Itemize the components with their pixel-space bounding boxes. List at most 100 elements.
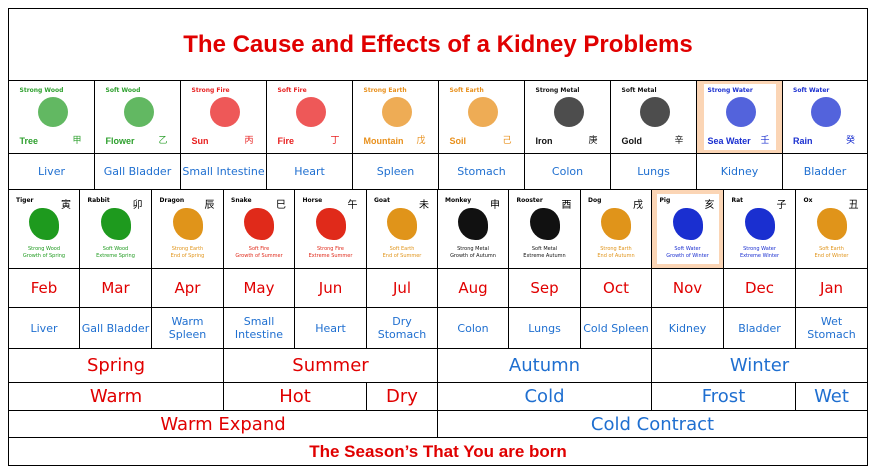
zodiac-animal-label: Dog [588, 197, 602, 204]
element-name: Mountain [363, 136, 404, 146]
zodiac-animal-label: Monkey [445, 197, 472, 204]
month-cell: Oct [580, 268, 652, 308]
phase-cell: Cold Contract [437, 410, 868, 438]
element-cell: Soft Earth Soil 己 [438, 80, 525, 154]
zodiac-cell: Goat 未 Soft Earth End of Summer [366, 189, 438, 269]
zodiac-element-label: Strong Metal [457, 246, 489, 252]
element-picture: Strong Earth Mountain 戊 [359, 84, 432, 150]
zodiac-cell: Rat 子 Strong Water Extreme Winter [723, 189, 796, 269]
zodiac-picture: Horse 午 Strong Fire Extreme Summer [299, 194, 362, 264]
element-name: Sun [191, 136, 209, 146]
zodiac-element-label: Soft Wood [102, 246, 129, 252]
zodiac-phase-label: Growth of Spring [22, 253, 66, 259]
element-picture: Soft Earth Soil 己 [445, 84, 518, 150]
zodiac-cell: Rabbit 卯 Soft Wood Extreme Spring [79, 189, 152, 269]
zodiac-animal-label: Ox [803, 197, 813, 204]
element-stem-char: 戊 [416, 136, 426, 146]
zodiac-phase-label: Extreme Winter [739, 253, 780, 259]
zodiac-picture: Tiger 寅 Strong Wood Growth of Spring [13, 194, 75, 264]
element-cell: Soft Wood Flower 乙 [94, 80, 181, 154]
zodiac-cell: Ox 丑 Soft Earth End of Winter [795, 189, 868, 269]
season-cell: Spring [8, 348, 224, 383]
zodiac-animal-label: Snake [231, 197, 252, 204]
zodiac-phase-label: End of Spring [170, 253, 205, 259]
pig-icon [672, 208, 703, 240]
element-stem-char: 丁 [330, 136, 340, 146]
flower-icon [123, 97, 154, 127]
zodiac-branch-char: 未 [419, 200, 429, 211]
zodiac-picture: Ox 丑 Soft Earth End of Winter [800, 194, 863, 264]
gold-icon [639, 97, 670, 127]
element-picture: Strong Wood Tree 甲 [15, 84, 88, 150]
element-type-label: Strong Earth [363, 87, 407, 94]
element-cell: Strong Earth Mountain 戊 [352, 80, 439, 154]
zodiac-animal-label: Pig [659, 197, 671, 204]
element-name: Iron [535, 136, 553, 146]
dog-icon [601, 208, 631, 240]
zodiac-cell: Snake 巳 Soft Fire Growth of Summer [223, 189, 295, 269]
organ-cell: Heart [294, 307, 367, 349]
zodiac-element-label: Strong Earth [171, 246, 204, 252]
zodiac-element-label: Soft Earth [389, 246, 415, 252]
month-cell: Mar [79, 268, 152, 308]
dragon-icon [172, 208, 203, 240]
element-picture: Soft Water Rain 癸 [789, 84, 861, 150]
zodiac-element-label: Soft Water [674, 246, 701, 252]
element-type-label: Soft Wood [105, 87, 141, 94]
horse-icon [315, 208, 346, 240]
month-cell: Feb [8, 268, 80, 308]
zodiac-cell: Pig 亥 Soft Water Growth of Winter [651, 189, 724, 269]
element-name: Rain [793, 136, 813, 146]
organ-cell: Stomach [438, 153, 525, 190]
organ-cell: Bladder [782, 153, 868, 190]
zodiac-phase-label: End of Summer [382, 253, 422, 259]
organ-cell: Bladder [723, 307, 796, 349]
element-picture: Soft Metal Gold 辛 [617, 84, 690, 150]
zodiac-picture: Dragon 辰 Strong Earth End of Spring [156, 194, 219, 264]
tree-icon [37, 97, 68, 127]
zodiac-element-label: Strong Wood [27, 246, 60, 252]
organ-cell: Gall Bladder [94, 153, 181, 190]
sun-icon [209, 97, 240, 127]
organ-cell: Colon [524, 153, 611, 190]
month-cell: Jul [366, 268, 438, 308]
tiger-icon [29, 208, 59, 240]
element-cell: Soft Metal Gold 辛 [610, 80, 697, 154]
zodiac-branch-char: 辰 [204, 200, 215, 211]
zodiac-animal-label: Tiger [16, 197, 34, 204]
sea-water-icon [725, 97, 756, 127]
zodiac-phase-label: Extreme Summer [308, 253, 353, 259]
organ-cell: Liver [8, 307, 80, 349]
element-picture: Soft Fire Fire 丁 [273, 84, 346, 150]
zodiac-phase-label: End of Winter [814, 253, 849, 259]
element-picture: Strong Fire Sun 丙 [187, 84, 260, 150]
zodiac-branch-char: 酉 [561, 200, 572, 211]
season-cell: Summer [223, 348, 438, 383]
element-type-label: Soft Water [793, 87, 830, 94]
element-cell: Strong Metal Iron 庚 [524, 80, 611, 154]
zodiac-element-label: Soft Fire [248, 246, 270, 252]
organ-cell: Gall Bladder [79, 307, 152, 349]
element-type-label: Strong Fire [191, 87, 230, 94]
zodiac-cell: Dragon 辰 Strong Earth End of Spring [151, 189, 224, 269]
zodiac-element-label: Strong Water [743, 246, 776, 252]
organ-cell: Liver [8, 153, 95, 190]
month-cell: Sep [508, 268, 581, 308]
zodiac-phase-label: Growth of Summer [235, 253, 283, 259]
element-name: Fire [277, 136, 295, 146]
element-type-label: Soft Fire [277, 87, 307, 94]
zodiac-branch-char: 寅 [61, 200, 71, 211]
element-cell: Strong Water Sea Water 壬 [696, 80, 783, 154]
organ-cell: Lungs [610, 153, 697, 190]
zodiac-phase-label: Growth of Autumn [450, 253, 496, 259]
soil-icon [467, 97, 498, 127]
zodiac-cell: Dog 戌 Strong Earth End of Autumn [580, 189, 652, 269]
zodiac-phase-label: Extreme Spring [96, 253, 135, 259]
organ-cell: Cold Spleen [580, 307, 652, 349]
organ-cell: Lungs [508, 307, 581, 349]
zodiac-picture: Rooster 酉 Soft Metal Extreme Autumn [513, 194, 576, 264]
element-cell: Soft Water Rain 癸 [782, 80, 868, 154]
organ-cell: Colon [437, 307, 509, 349]
zodiac-picture: Dog 戌 Strong Earth End of Autumn [585, 194, 647, 264]
